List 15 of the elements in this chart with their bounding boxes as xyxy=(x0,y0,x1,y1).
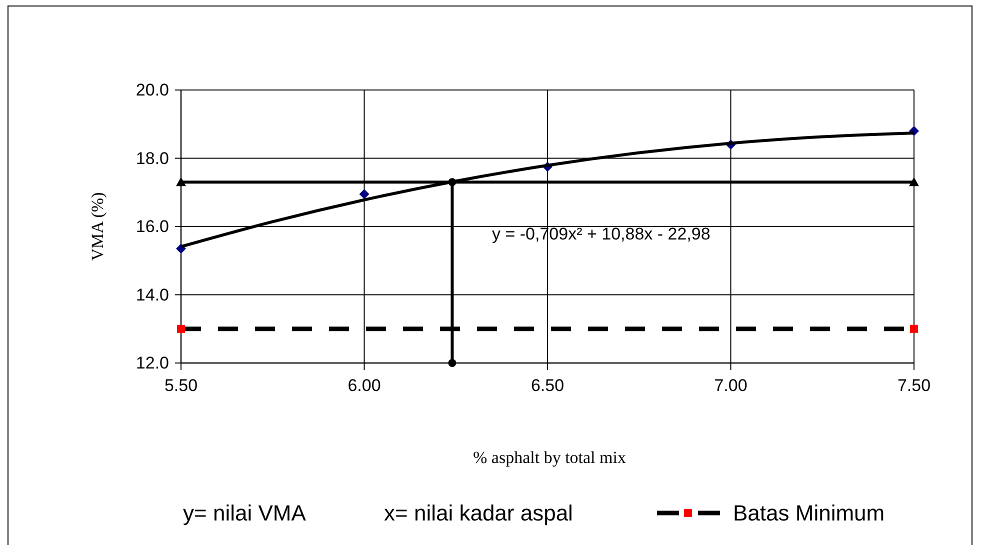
x-tick-label: 7.50 xyxy=(897,376,931,395)
x-axis-title: % asphalt by total mix xyxy=(473,448,626,467)
y-axis-title: VMA (%) xyxy=(88,192,107,261)
y-tick-label: 12.0 xyxy=(136,354,169,372)
text: x= nilai kadar aspal xyxy=(384,500,573,526)
y-tick-label: 20.0 xyxy=(136,80,169,100)
legend-label: Batas Minimum xyxy=(733,500,885,526)
x-tick-label: 6.50 xyxy=(530,376,564,395)
y-tick-label: 14.0 xyxy=(136,285,169,304)
y-tick-label: 18.0 xyxy=(136,148,169,168)
x-tick-label: 6.00 xyxy=(348,376,381,395)
x-tick-label: 5.50 xyxy=(164,376,198,395)
y-tick-label: 16.0 xyxy=(136,217,169,236)
x-tick-label: 7.00 xyxy=(714,376,748,395)
text: y= nilai VMA xyxy=(183,500,306,526)
